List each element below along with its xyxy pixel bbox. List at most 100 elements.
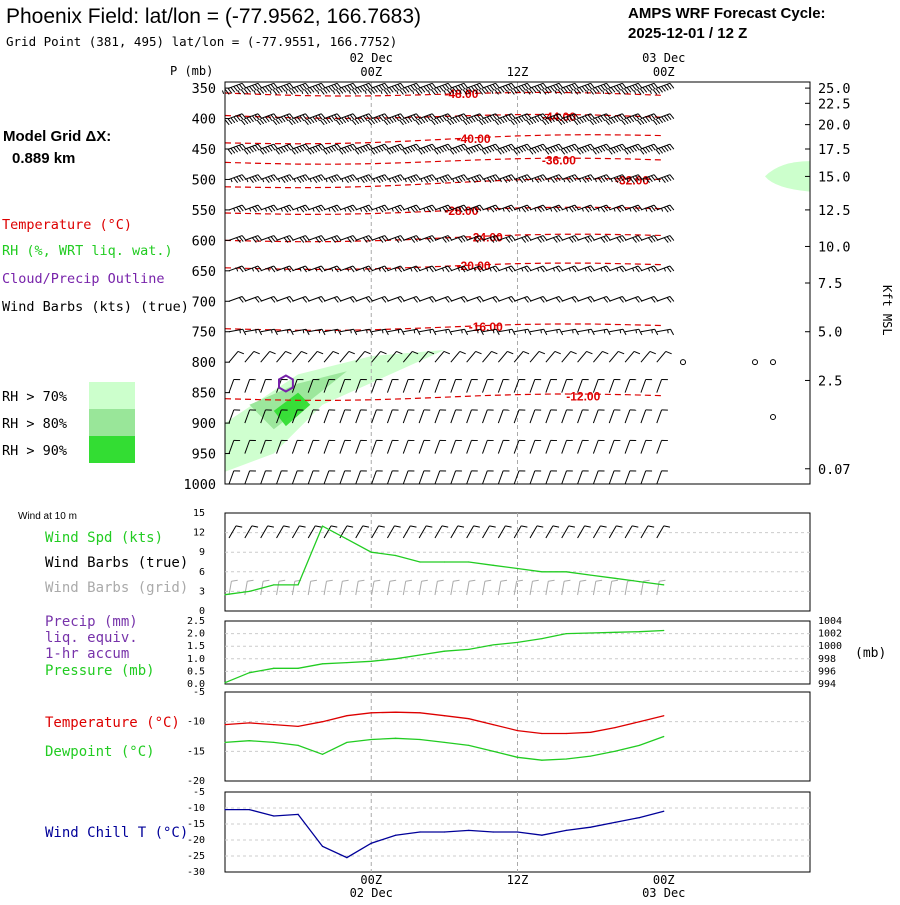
temperature-line-point bbox=[517, 730, 518, 731]
wind-barb bbox=[308, 205, 325, 212]
rh-legend-swatch bbox=[89, 382, 135, 409]
barb-half bbox=[522, 268, 523, 271]
barb-half bbox=[446, 330, 447, 333]
barb-staff bbox=[403, 526, 410, 538]
wind-barb bbox=[277, 175, 294, 183]
barb-flag bbox=[555, 351, 561, 353]
barb-flag bbox=[429, 298, 433, 303]
wind-barb bbox=[324, 440, 335, 453]
legend-cloud: Cloud/Precip Outline bbox=[2, 271, 165, 287]
barb-flag bbox=[539, 351, 545, 353]
barb-flag bbox=[411, 116, 415, 121]
pressure-tick-label: 600 bbox=[192, 233, 216, 249]
windchill-ytick-label: -15 bbox=[187, 819, 205, 830]
barb-flag bbox=[319, 115, 323, 120]
barb-flag bbox=[487, 178, 491, 183]
barb-flag bbox=[553, 207, 557, 212]
barb-staff bbox=[340, 410, 345, 423]
barb-flag bbox=[415, 120, 419, 125]
barb-flag bbox=[411, 146, 415, 151]
barb-half bbox=[598, 208, 599, 211]
barb-flag bbox=[670, 296, 674, 301]
barb-flag bbox=[303, 145, 307, 150]
barb-staff bbox=[451, 440, 456, 453]
surface-wind-barb bbox=[467, 526, 480, 538]
barb-staff bbox=[562, 471, 567, 484]
wind-barb bbox=[641, 471, 652, 484]
barb-flag bbox=[255, 176, 259, 181]
barb-staff bbox=[641, 379, 646, 392]
wind-barb bbox=[245, 351, 260, 362]
barb-staff bbox=[546, 329, 560, 331]
barb-flag bbox=[620, 115, 624, 120]
wind-ytick-label: 12 bbox=[193, 528, 205, 539]
wind-speed-line-point bbox=[639, 581, 640, 582]
barb-flag bbox=[577, 149, 581, 154]
barb-flag bbox=[395, 177, 399, 182]
precip-pressure-panel-chart: 0.00.51.01.52.02.5994996998100010021004(… bbox=[45, 614, 886, 690]
barb-staff bbox=[498, 526, 505, 538]
wind-barb bbox=[451, 440, 462, 453]
legend-rh: RH (%, WRT liq. wat.) bbox=[2, 243, 173, 259]
temperature-line-point bbox=[395, 712, 396, 713]
pressure-tick-label: 650 bbox=[192, 264, 216, 280]
barb-flag bbox=[382, 115, 386, 120]
dewpoint-line-point bbox=[322, 754, 323, 755]
wind-barb bbox=[289, 114, 310, 125]
wind-barb bbox=[229, 266, 246, 272]
barb-flag bbox=[450, 149, 454, 154]
wind-barb bbox=[641, 329, 658, 335]
pressure-line-point bbox=[298, 668, 299, 669]
barb-flag bbox=[556, 267, 560, 272]
barb-flag bbox=[667, 176, 671, 181]
barb-flag bbox=[237, 85, 241, 90]
surface-wind-barb bbox=[245, 526, 258, 538]
barb-flag bbox=[656, 88, 660, 93]
barb-flag bbox=[548, 87, 552, 92]
barb-flag bbox=[237, 177, 241, 182]
barb-staff bbox=[593, 351, 602, 362]
barb-half bbox=[557, 330, 558, 333]
barb-flag bbox=[440, 178, 444, 183]
barb-staff bbox=[340, 440, 345, 453]
barb-flag bbox=[300, 207, 304, 212]
barb-flag bbox=[332, 146, 336, 151]
barb-flag bbox=[398, 84, 402, 89]
wind-barb bbox=[498, 205, 515, 212]
barb-flag bbox=[329, 86, 333, 91]
wind-barb bbox=[387, 266, 404, 272]
barb-staff bbox=[356, 410, 361, 423]
barb-flag bbox=[255, 145, 259, 150]
surface-wind-barb bbox=[546, 526, 559, 538]
wind-barb bbox=[413, 83, 437, 94]
barb-half bbox=[650, 90, 651, 93]
barb-flag bbox=[469, 118, 473, 123]
wind-barb bbox=[657, 471, 668, 484]
wind-barb bbox=[402, 144, 420, 154]
wind-barb bbox=[562, 236, 579, 243]
barb-flag bbox=[294, 87, 298, 92]
barb-flag bbox=[521, 526, 527, 527]
surface-wind-barb bbox=[498, 526, 511, 538]
barb-flag bbox=[612, 580, 618, 581]
barb-half bbox=[252, 268, 253, 271]
barb-flag bbox=[360, 117, 364, 122]
barb-flag bbox=[453, 148, 457, 153]
surface-grid-barb bbox=[578, 580, 587, 595]
wind-barb bbox=[304, 114, 325, 125]
barb-flag bbox=[604, 145, 608, 150]
barb-flag bbox=[564, 87, 568, 92]
barb-flag bbox=[386, 88, 390, 93]
barb-flag bbox=[366, 145, 370, 150]
barb-staff bbox=[467, 526, 474, 538]
barb-staff bbox=[308, 581, 310, 595]
wind-barb bbox=[229, 471, 240, 484]
barb-flag bbox=[239, 115, 243, 120]
barb-flag bbox=[323, 149, 327, 154]
barb-staff bbox=[340, 581, 342, 595]
wind-barb bbox=[387, 205, 404, 212]
barb-staff bbox=[435, 581, 437, 595]
barb-flag bbox=[415, 89, 419, 94]
wind-barb bbox=[530, 440, 541, 453]
